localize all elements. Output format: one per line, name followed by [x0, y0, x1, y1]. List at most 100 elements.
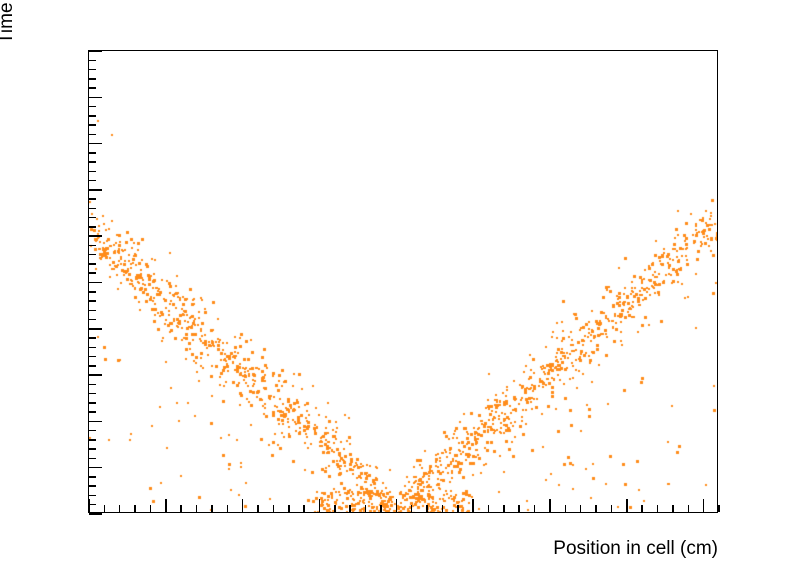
x-tick-minor — [579, 505, 582, 512]
y-tick-major — [89, 142, 102, 145]
y-tick-minor — [89, 133, 96, 136]
y-tick-minor — [89, 216, 96, 219]
x-tick-minor — [149, 505, 152, 512]
y-tick-minor — [89, 115, 96, 117]
x-tick-minor — [672, 505, 674, 512]
x-tick-minor — [518, 505, 520, 512]
x-tick-minor — [257, 505, 259, 512]
x-tick-minor — [211, 505, 213, 512]
y-tick-minor — [89, 124, 96, 126]
x-tick-minor — [687, 505, 690, 512]
x-tick-minor — [503, 505, 505, 512]
x-tick-label: 0.5 — [459, 570, 488, 572]
y-tick-major — [89, 513, 102, 515]
x-tick-minor — [441, 505, 444, 512]
y-tick-minor — [89, 392, 96, 395]
x-tick-minor — [718, 505, 720, 512]
x-tick-label: −0.5 — [299, 570, 340, 572]
x-tick-minor — [103, 505, 106, 512]
y-tick-minor — [89, 87, 96, 89]
y-tick-minor — [89, 68, 96, 71]
y-tick-minor — [89, 337, 96, 339]
x-tick-minor — [118, 505, 121, 512]
x-tick-major — [549, 499, 551, 512]
x-tick-major — [472, 499, 474, 512]
y-tick-minor — [89, 244, 96, 247]
x-tick-minor — [656, 505, 659, 512]
x-tick-minor — [457, 505, 459, 512]
scatter-canvas — [89, 51, 717, 512]
y-tick-minor — [89, 355, 96, 358]
x-tick-minor — [303, 505, 305, 512]
y-tick-minor — [89, 272, 96, 274]
y-tick-minor — [89, 309, 96, 312]
x-tick-major — [395, 499, 398, 512]
y-tick-major — [89, 281, 102, 284]
x-tick-minor — [533, 505, 536, 512]
x-tick-minor — [134, 505, 136, 512]
x-tick-label: −2 — [77, 570, 101, 572]
y-tick-minor — [89, 263, 96, 265]
y-tick-minor — [89, 402, 96, 404]
x-tick-minor — [564, 505, 567, 512]
x-tick-major — [702, 499, 705, 512]
y-tick-major — [89, 189, 102, 191]
y-tick-minor — [89, 78, 96, 80]
x-tick-minor — [410, 505, 413, 512]
y-tick-minor — [89, 226, 96, 228]
y-tick-minor — [89, 291, 96, 293]
x-tick-major — [626, 499, 628, 512]
y-tick-minor — [89, 105, 96, 108]
y-tick-minor — [89, 485, 96, 487]
y-tick-major — [89, 96, 102, 99]
y-tick-minor — [89, 476, 96, 478]
x-tick-major — [165, 499, 167, 512]
y-tick-minor — [89, 457, 96, 460]
y-tick-minor — [89, 318, 96, 321]
y-tick-major — [89, 235, 102, 237]
y-tick-minor — [89, 439, 96, 441]
y-tick-minor — [89, 411, 96, 413]
x-tick-label: −1 — [231, 570, 255, 572]
x-tick-label: 0 — [390, 570, 402, 572]
x-tick-label: −1.5 — [145, 570, 186, 572]
y-axis-title: Time (ns) — [0, 0, 17, 44]
x-tick-major — [241, 499, 244, 512]
y-tick-major — [89, 50, 102, 52]
x-tick-minor — [641, 505, 643, 512]
x-tick-major — [318, 499, 321, 512]
y-tick-major — [89, 328, 102, 330]
y-tick-minor — [89, 300, 96, 302]
x-tick-minor — [487, 505, 490, 512]
x-tick-minor — [610, 505, 613, 512]
x-axis-title: Position in cell (cm) — [553, 538, 718, 559]
y-tick-minor — [89, 253, 96, 256]
x-tick-minor — [226, 505, 229, 512]
y-tick-minor — [89, 503, 96, 506]
y-tick-minor — [89, 179, 96, 182]
y-tick-minor — [89, 198, 96, 200]
x-tick-label: 1.5 — [612, 570, 641, 572]
x-tick-minor — [334, 505, 336, 512]
x-tick-major — [88, 499, 90, 512]
x-tick-minor — [288, 505, 290, 512]
x-tick-label: 2 — [698, 570, 710, 572]
y-tick-minor — [89, 161, 96, 163]
y-tick-minor — [89, 346, 96, 349]
x-tick-minor — [195, 505, 198, 512]
x-tick-label: 1 — [544, 570, 556, 572]
y-tick-minor — [89, 365, 96, 367]
plot-frame: 050100150200250300350400450500 −2−1.5−1−… — [77, 50, 720, 572]
y-tick-major — [89, 466, 102, 469]
x-tick-minor — [364, 505, 367, 512]
x-tick-minor — [595, 505, 597, 512]
x-tick-minor — [272, 505, 275, 512]
y-tick-minor — [89, 170, 96, 173]
x-tick-minor — [380, 505, 382, 512]
x-tick-minor — [349, 505, 351, 512]
y-tick-minor — [89, 494, 96, 497]
y-tick-minor — [89, 207, 96, 210]
y-tick-minor — [89, 383, 96, 386]
y-tick-minor — [89, 152, 96, 154]
